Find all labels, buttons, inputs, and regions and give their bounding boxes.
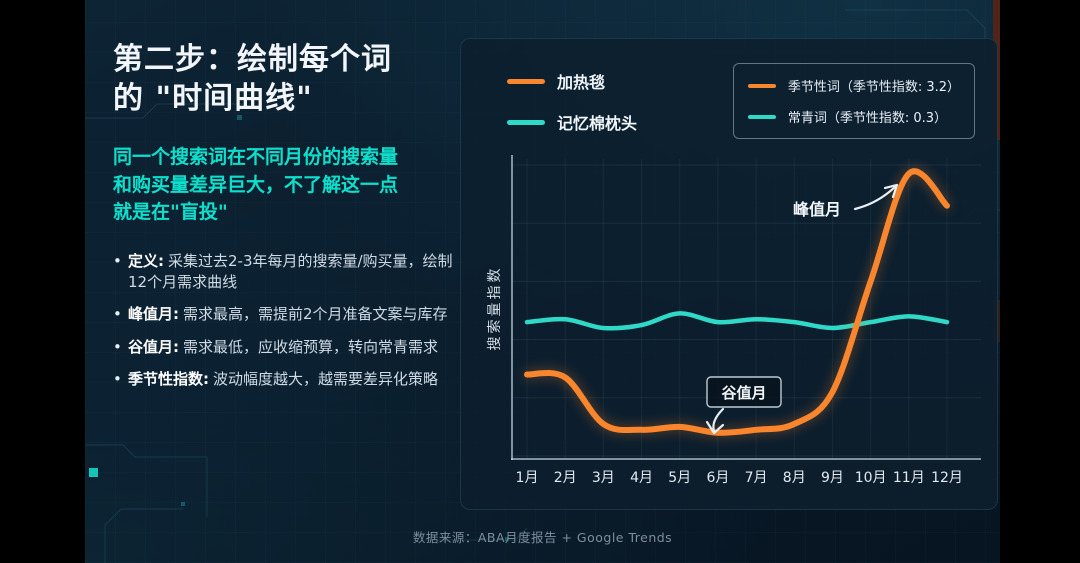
legend-item-memory-foam-pillow: 记忆棉枕头 <box>507 110 637 134</box>
x-tick-label: 7月 <box>744 470 768 486</box>
legend-label: 常青词（季节性指数: 0.3） <box>787 111 947 126</box>
x-tick-label: 3月 <box>591 470 615 486</box>
x-tick-label: 4月 <box>630 470 653 486</box>
legend-label: 记忆棉枕头 <box>557 114 638 133</box>
bullet-item-peak-month: 峰值月:需求最高，需提前2个月准备文案与库存 <box>113 304 461 326</box>
bullet-item-definition: 定义:采集过去2-3年每月的搜索量/购买量，绘制12个月需求曲线 <box>113 251 461 294</box>
x-tick-label: 10月 <box>854 470 887 486</box>
bullet-item-seasonality-index: 季节性指数:波动幅度越大，越需要差异化策略 <box>113 369 461 391</box>
plot-area: 搜索量指数 峰值月谷值月 1月 2月 3月 4月 5月 6月 7月 8月 9月 10月 11月 12月 <box>481 155 981 486</box>
bullet-list: 定义:采集过去2-3年每月的搜索量/购买量，绘制12个月需求曲线 峰值月:需求最… <box>113 251 461 391</box>
legend-item-heating-blanket: 加热毯 <box>507 69 637 93</box>
title-line-2: 的 "时间曲线" <box>113 81 313 116</box>
orange-line-swatch <box>747 83 776 88</box>
series-legend: 加热毯 记忆棉枕头 <box>507 69 637 134</box>
teal-line-swatch <box>747 114 776 119</box>
x-tick-label: 5月 <box>668 470 692 486</box>
bullet-term: 季节性指数: <box>128 369 209 388</box>
teal-line-swatch <box>507 119 545 125</box>
x-tick-label: 1月 <box>515 470 539 486</box>
legend-item-seasonal-word: 季节性词（季节性指数: 3.2） <box>747 76 960 95</box>
y-axis-label: 搜索量指数 <box>487 265 503 350</box>
x-tick-label: 9月 <box>820 470 844 486</box>
subtitle-line-1: 同一个搜索词在不同月份的搜索量 <box>113 146 399 168</box>
peak-month-annotation: 峰值月 <box>793 200 841 219</box>
slide-content: 第二步：绘制每个词 的 "时间曲线" 同一个搜索词在不同月份的搜索量 和购买量差… <box>85 0 1000 563</box>
x-tick-label: 8月 <box>782 470 806 486</box>
chart-legend: 加热毯 记忆棉枕头 季节性词（季节性指数: 3.2） 常青词（季节性指数: 0. <box>481 55 977 139</box>
bullet-desc: 采集过去2-3年每月的搜索量/购买量，绘制12个月需求曲线 <box>128 251 453 291</box>
subtitle: 同一个搜索词在不同月份的搜索量 和购买量差异巨大，不了解这一点 就是在"盲投" <box>113 144 461 227</box>
page-title: 第二步：绘制每个词 的 "时间曲线" <box>113 40 461 118</box>
index-legend-box: 季节性词（季节性指数: 3.2） 常青词（季节性指数: 0.3） <box>732 63 975 139</box>
subtitle-line-3: 就是在"盲投" <box>113 201 228 224</box>
plot: 峰值月谷值月 1月 2月 3月 4月 5月 6月 7月 8月 9月 10月 11月 12月 <box>511 155 981 486</box>
x-axis-labels: 1月 2月 3月 4月 5月 6月 7月 8月 9月 10月 11月 12月 <box>511 460 977 490</box>
data-source: 数据来源：ABA月度报告 + Google Trends <box>412 530 673 545</box>
x-tick-label: 2月 <box>553 470 577 486</box>
legend-label: 季节性词（季节性指数: 3.2） <box>787 80 960 95</box>
legend-item-evergreen-word: 常青词（季节性指数: 0.3） <box>747 107 960 126</box>
bullet-term: 定义: <box>128 251 164 270</box>
legend-label: 加热毯 <box>557 73 606 92</box>
subtitle-line-2: 和购买量差异巨大，不了解这一点 <box>113 173 399 196</box>
bullet-term: 峰值月: <box>128 305 179 324</box>
chart-card: 加热毯 记忆棉枕头 季节性词（季节性指数: 3.2） 常青词（季节性指数: 0. <box>460 38 998 510</box>
title-line-1: 第二步：绘制每个词 <box>113 42 392 77</box>
bullet-desc: 需求最低，应收缩预算，转向常青需求 <box>183 337 439 356</box>
x-tick-label: 6月 <box>706 470 730 486</box>
x-tick-label: 12月 <box>931 470 963 486</box>
bullet-desc: 波动幅度越大，越需要差异化策略 <box>213 369 439 388</box>
bullet-item-valley-month: 谷值月:需求最低，应收缩预算，转向常青需求 <box>113 337 461 359</box>
x-tick-label: 11月 <box>892 470 925 486</box>
orange-line-swatch <box>507 78 545 84</box>
left-panel: 第二步：绘制每个词 的 "时间曲线" 同一个搜索词在不同月份的搜索量 和购买量差… <box>113 40 461 401</box>
bullet-desc: 需求最高，需提前2个月准备文案与库存 <box>183 305 448 324</box>
bullet-term: 谷值月: <box>128 337 179 356</box>
y-axis-label-wrap: 搜索量指数 <box>481 155 507 460</box>
valley-month-annotation: 谷值月 <box>721 384 766 402</box>
